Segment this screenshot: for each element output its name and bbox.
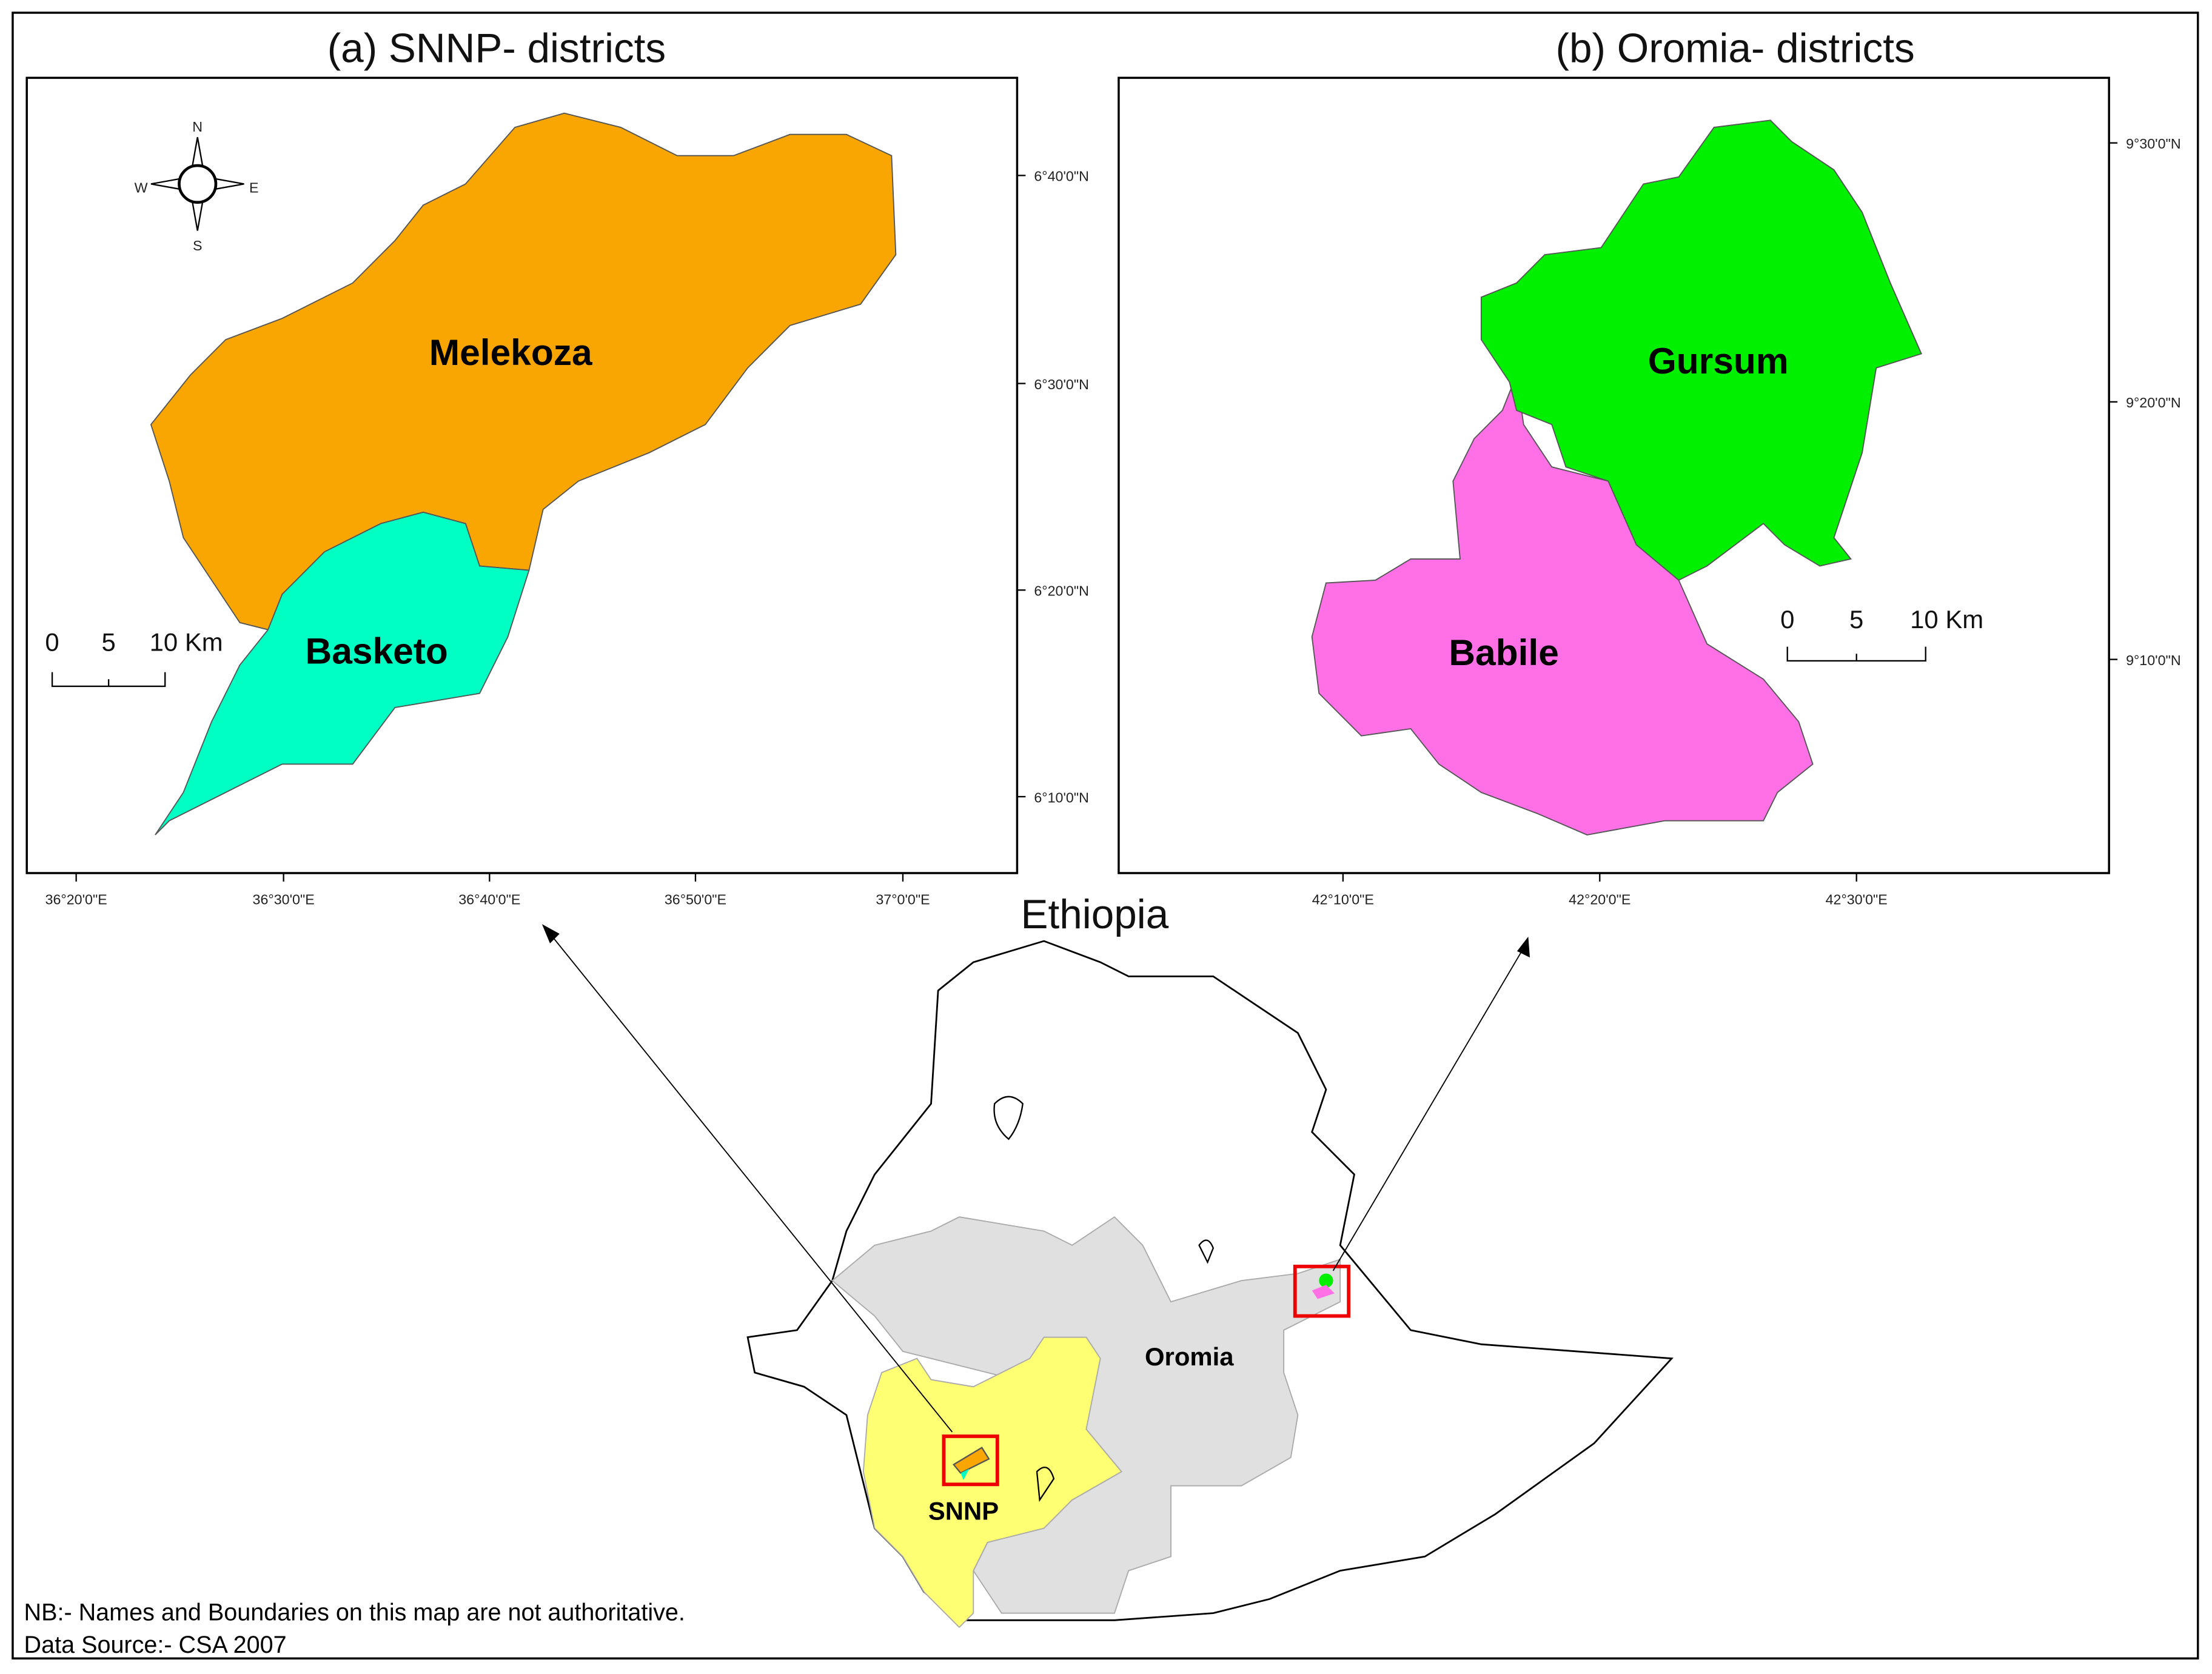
compass-label: S (193, 238, 203, 253)
locator-box (942, 1434, 999, 1487)
lon-label: 42°20'0"E (1569, 891, 1631, 907)
compass-label: W (135, 179, 148, 195)
note: NB:- Names and Boundaries on this map ar… (24, 1599, 685, 1625)
scale-label: 10 Km (150, 628, 223, 657)
district-label: Gursum (1648, 340, 1789, 381)
lon-label: 36°40'0"E (458, 891, 520, 907)
scale-label: 0 (45, 628, 59, 657)
district-label: Melekoza (429, 332, 593, 373)
panel-title: (a) SNNP- districts (327, 26, 666, 72)
scale-label: 0 (1780, 605, 1794, 634)
scale-bar (51, 672, 166, 688)
scale-label: 5 (1849, 605, 1863, 634)
district-label: Babile (1449, 632, 1559, 673)
inset-babile (1312, 1285, 1335, 1299)
lon-label: 42°10'0"E (1312, 891, 1374, 907)
lat-label: 6°40'0"N (1034, 169, 1089, 184)
lat-label: 9°20'0"N (2126, 395, 2181, 410)
lat-label: 9°10'0"N (2126, 652, 2181, 668)
region-label: SNNP (928, 1497, 999, 1525)
note: Data Source:- CSA 2007 (24, 1632, 287, 1658)
scale-bar (1786, 646, 1926, 662)
district-label: Basketo (306, 631, 448, 672)
lon-label: 37°0'0"E (876, 891, 930, 907)
lat-label: 9°30'0"N (2126, 136, 2181, 152)
compass-label: N (192, 119, 203, 135)
lakes (993, 1096, 1215, 1502)
lat-label: 6°10'0"N (1034, 789, 1089, 805)
scale-label: 5 (101, 628, 115, 657)
inset-basketo (960, 1468, 970, 1481)
pointer-arrows (541, 924, 1530, 1433)
compass-label: E (249, 179, 259, 195)
region-snnp (862, 1336, 1123, 1629)
lon-label: 36°50'0"E (665, 891, 726, 907)
lat-label: 6°30'0"N (1034, 377, 1089, 392)
inset-gursum (1319, 1273, 1333, 1288)
scale-label: 10 Km (1910, 605, 1983, 634)
tick-marks (75, 175, 1026, 882)
panel-title: (b) Oromia- districts (1556, 26, 1915, 72)
lon-label: 36°30'0"E (253, 891, 315, 907)
inset-melekoza (952, 1446, 990, 1475)
lon-label: 42°30'0"E (1826, 891, 1888, 907)
region-label: Oromia (1145, 1342, 1234, 1371)
lon-label: 36°20'0"E (45, 891, 107, 907)
district-basketo (155, 511, 530, 835)
district-gursum (1480, 119, 1923, 581)
locator-box (1293, 1264, 1351, 1318)
tick-marks (1342, 142, 2118, 882)
overview-title: Ethiopia (1021, 892, 1169, 937)
compass (150, 137, 244, 231)
district-babile (1311, 372, 1814, 835)
lat-label: 6°20'0"N (1034, 583, 1089, 599)
